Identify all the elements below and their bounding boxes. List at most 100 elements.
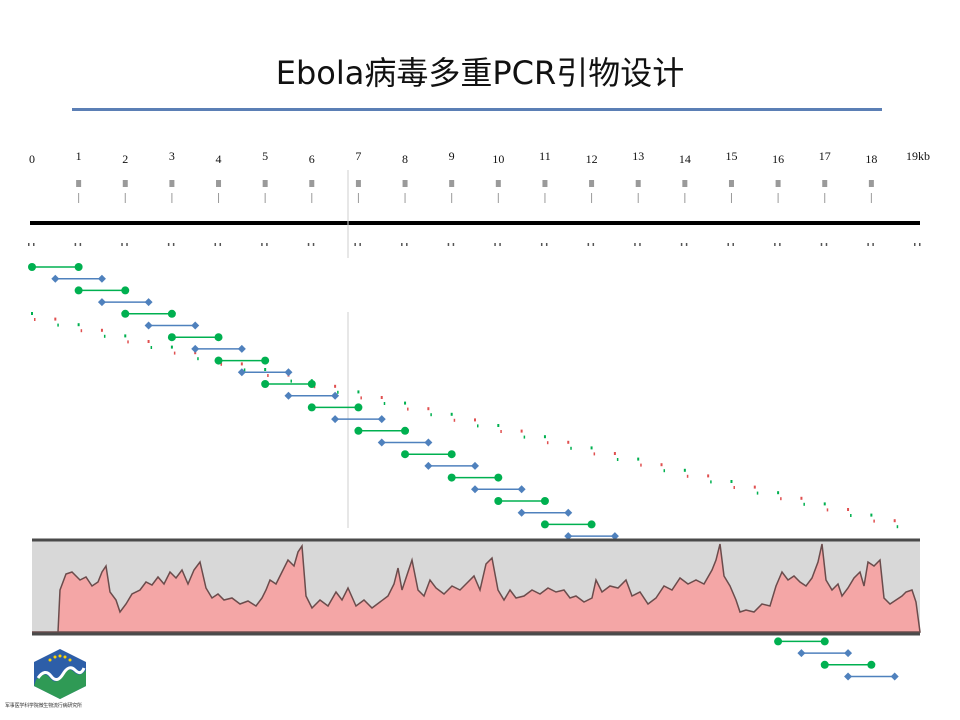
- amplicon-end-marker: [540, 497, 549, 505]
- forward-primer-mark: [357, 390, 360, 394]
- scale-dot: [685, 243, 688, 246]
- forward-primer-mark: [497, 424, 500, 427]
- institute-name: 军事医学科学院微生物流行病研究所: [5, 703, 82, 709]
- amplicon-end-marker: [867, 660, 876, 669]
- kb-tick-label: 9: [449, 149, 455, 163]
- kb-tick-label: 12: [586, 152, 598, 166]
- kb-tick-label: 3: [169, 149, 175, 163]
- forward-primer-mark: [57, 323, 59, 327]
- primer-marks: [31, 312, 899, 529]
- coverage-area: [32, 543, 921, 633]
- scale-dot: [354, 243, 356, 246]
- reverse-primer-mark: [546, 441, 549, 445]
- forward-primer-mark: [777, 491, 780, 495]
- scale-dot: [126, 243, 128, 246]
- kb-tick-label: 2: [122, 152, 128, 166]
- amplicon-end-marker: [261, 380, 270, 388]
- scale-dot: [359, 243, 361, 246]
- amplicon-end-marker: [97, 274, 106, 283]
- reverse-primer-mark: [593, 452, 596, 456]
- amplicon-end-marker: [144, 321, 153, 330]
- kb-tick-label: 17: [819, 149, 831, 163]
- scale-dot: [732, 243, 734, 246]
- amplicon-end-marker: [587, 520, 596, 529]
- scale-dot: [545, 243, 548, 246]
- scale-dot: [172, 243, 175, 246]
- forward-primer-mark: [243, 368, 246, 372]
- amplicon-end-marker: [890, 672, 899, 681]
- reverse-primer-mark: [613, 452, 616, 455]
- reverse-primer-mark: [500, 430, 502, 433]
- reverse-primer-mark: [380, 396, 383, 399]
- reverse-primer-mark: [520, 429, 523, 433]
- amplicon-end-marker: [424, 461, 433, 470]
- forward-primer-mark: [477, 424, 479, 428]
- scale-dot: [639, 243, 641, 246]
- forward-primer-mark: [31, 312, 33, 315]
- amplicon-end-marker: [191, 344, 200, 353]
- scale-dot: [774, 243, 776, 246]
- reverse-primer-mark: [54, 317, 57, 321]
- forward-primer-mark: [870, 513, 873, 517]
- reverse-primer-mark: [127, 340, 129, 344]
- reverse-primer-mark: [780, 497, 782, 501]
- reverse-primer-mark: [686, 474, 689, 478]
- amplicon-end-marker: [494, 473, 503, 482]
- reverse-primer-mark: [733, 486, 735, 489]
- reverse-primer-mark: [80, 329, 83, 333]
- scale-mark: [868, 180, 874, 187]
- scale-mark: [682, 180, 688, 187]
- forward-primer-mark: [150, 346, 153, 349]
- reverse-primer-mark: [100, 328, 103, 332]
- scale-dot: [499, 243, 501, 246]
- amplicon-end-marker: [74, 286, 83, 295]
- scale-dot: [867, 243, 869, 246]
- kb-tick-label: 7: [355, 149, 361, 163]
- scale-dot: [587, 243, 590, 246]
- amplicon-end-marker: [284, 391, 293, 400]
- scale-dot: [261, 243, 263, 246]
- scale-mark: [589, 180, 595, 187]
- kb-tick-label: 19kb: [906, 149, 930, 163]
- reverse-primer-mark: [640, 463, 642, 467]
- reverse-primer-mark: [334, 384, 337, 388]
- amplicon-end-marker: [517, 508, 526, 517]
- reverse-primer-mark: [847, 508, 850, 511]
- amplicon-end-marker: [564, 508, 573, 517]
- forward-primer-mark: [523, 435, 526, 439]
- reverse-primer-mark: [240, 362, 243, 366]
- amplicon-end-marker: [121, 309, 130, 318]
- slide-title: Ebola病毒多重PCR引物设计: [275, 54, 685, 92]
- reverse-primer-mark: [893, 519, 896, 523]
- amplicon-end-marker: [844, 649, 853, 658]
- forward-primer-mark: [77, 323, 80, 327]
- amplicon-end-marker: [424, 438, 433, 447]
- kb-tick-label: 5: [262, 149, 268, 163]
- amplicon-end-marker: [447, 450, 456, 459]
- reverse-primer-mark: [360, 396, 362, 400]
- scale-dot: [540, 243, 543, 246]
- scale-dot: [79, 243, 82, 246]
- amplicon-end-marker: [517, 485, 526, 494]
- reverse-primer-mark: [873, 519, 875, 523]
- scale-mark: [262, 180, 268, 187]
- amplicon-end-marker: [377, 438, 386, 447]
- forward-primer-mark: [730, 480, 733, 483]
- scale-dot: [592, 243, 595, 246]
- kb-tick-label: 11: [539, 149, 551, 163]
- amplicon-end-marker: [307, 403, 316, 412]
- scale-dot: [219, 243, 222, 246]
- reverse-primer-mark: [660, 463, 663, 467]
- amplicon-end-marker: [844, 672, 853, 681]
- forward-primer-mark: [637, 457, 640, 461]
- scale-mark: [449, 180, 455, 187]
- amplicon-end-marker: [74, 263, 83, 271]
- forward-primer-mark: [197, 357, 199, 361]
- scale-mark: [169, 180, 175, 187]
- scale-dot: [634, 243, 636, 246]
- forward-primer-mark: [450, 412, 453, 416]
- scale-dot: [28, 243, 30, 246]
- amplicon-end-marker: [261, 356, 270, 365]
- amplicon-end-marker: [167, 309, 176, 318]
